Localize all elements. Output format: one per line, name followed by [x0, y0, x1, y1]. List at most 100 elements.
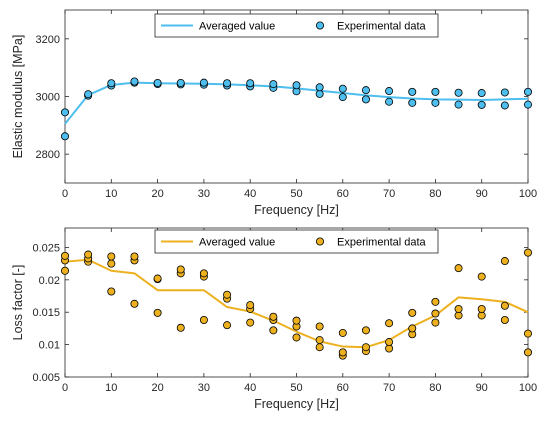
x-tick-label: 10	[105, 382, 117, 394]
x-tick-label: 50	[290, 382, 302, 394]
x-tick-label: 0	[62, 382, 68, 394]
experimental-data-point	[477, 100, 486, 109]
experimental-data-point	[153, 308, 162, 317]
y-tick-label: 0.005	[32, 372, 60, 384]
experimental-data-point	[385, 338, 394, 347]
y-axis-label: Elastic modulus [MPa]	[11, 35, 25, 159]
experimental-data-point	[431, 297, 440, 306]
experimental-data-point	[385, 97, 394, 106]
experimental-data-point	[153, 274, 162, 283]
x-tick-label: 80	[429, 188, 441, 200]
y-tick-label: 0.02	[39, 275, 60, 287]
x-tick-label: 20	[151, 188, 163, 200]
x-tick-label: 40	[244, 188, 256, 200]
experimental-data-point	[84, 250, 93, 259]
y-tick-label: 0.01	[39, 340, 60, 352]
experimental-data-point	[61, 266, 70, 275]
experimental-data-point	[385, 319, 394, 328]
legend-label-experimental: Experimental data	[337, 237, 427, 249]
experimental-data-point	[431, 318, 440, 327]
experimental-data-point	[524, 87, 533, 96]
experimental-data-point	[408, 324, 417, 333]
legend-box	[154, 229, 439, 254]
experimental-data-point	[130, 77, 139, 86]
y-tick-label: 0.025	[32, 242, 60, 254]
legend: Averaged value Experimental data	[154, 229, 439, 254]
x-tick-label: 70	[383, 382, 395, 394]
experimental-data-point	[338, 93, 347, 102]
experimental-data-point	[130, 252, 139, 261]
experimental-data-point	[176, 265, 185, 274]
y-tick-label: 2800	[36, 149, 60, 161]
x-tick-label: 10	[105, 188, 117, 200]
experimental-data-point	[454, 88, 463, 97]
y-tick-label: 3200	[36, 34, 60, 46]
experimental-data-point	[269, 312, 278, 321]
x-tick-label: 100	[519, 382, 537, 394]
experimental-data-point	[315, 89, 324, 98]
experimental-data-point	[408, 87, 417, 96]
experimental-data-point	[61, 251, 70, 260]
experimental-data-point	[269, 80, 278, 89]
legend-label-experimental: Experimental data	[337, 21, 427, 33]
experimental-data-point	[223, 321, 232, 330]
experimental-data-point	[338, 328, 347, 337]
legend-marker-swatch	[315, 237, 324, 246]
legend: Averaged value Experimental data	[154, 13, 439, 38]
experimental-data-point	[107, 287, 116, 296]
experimental-data-point	[61, 108, 70, 117]
x-tick-label: 0	[62, 188, 68, 200]
experimental-data-point	[292, 333, 301, 342]
x-tick-label: 80	[429, 382, 441, 394]
y-tick-label: 0.015	[32, 307, 60, 319]
legend-marker-swatch	[315, 21, 324, 30]
experimental-data-point	[361, 343, 370, 352]
experimental-data-point	[223, 290, 232, 299]
experimental-data-point	[361, 86, 370, 95]
experimental-data-point	[431, 309, 440, 318]
experimental-data-point	[524, 329, 533, 338]
legend-box	[154, 13, 439, 38]
experimental-data-point	[107, 259, 116, 268]
x-tick-label: 20	[151, 382, 163, 394]
experimental-data-point	[524, 248, 533, 257]
experimental-data-point	[385, 87, 394, 96]
experimental-data-point	[61, 132, 70, 141]
x-axis-label: Frequency [Hz]	[254, 397, 339, 411]
experimental-data-point	[315, 322, 324, 331]
x-tick-label: 90	[476, 188, 488, 200]
experimental-data-point	[454, 304, 463, 313]
elastic-modulus-chart: 0 10 20 30 40 50 60 70 80 90 100 2800 3000 3200 Freque…	[11, 9, 537, 217]
experimental-data-point	[107, 79, 116, 88]
experimental-data-point	[246, 318, 255, 327]
experimental-data-point	[524, 100, 533, 109]
experimental-data-point	[338, 84, 347, 93]
experimental-data-point	[199, 78, 208, 87]
experimental-data-point	[223, 79, 232, 88]
legend-label-averaged: Averaged value	[199, 21, 275, 33]
experimental-data-point	[500, 257, 509, 266]
x-tick-label: 50	[290, 188, 302, 200]
experimental-data-point	[361, 326, 370, 335]
experimental-data-point	[269, 326, 278, 335]
experimental-data-point	[500, 315, 509, 324]
experimental-data-point	[408, 308, 417, 317]
experimental-data-point	[500, 101, 509, 110]
experimental-data-point	[454, 264, 463, 273]
experimental-data-point	[199, 315, 208, 324]
experimental-data-point	[315, 83, 324, 92]
experimental-data-point	[524, 348, 533, 357]
x-axis-label: Frequency [Hz]	[254, 203, 339, 217]
x-tick-label: 100	[519, 188, 537, 200]
x-tick-label: 30	[198, 188, 210, 200]
experimental-data-point	[338, 348, 347, 357]
y-axis-label: Loss factor [-]	[11, 265, 25, 341]
experimental-data-point	[246, 301, 255, 310]
x-tick-label: 40	[244, 382, 256, 394]
y-tick-label: 3000	[36, 92, 60, 104]
experimental-data-point	[130, 299, 139, 308]
experimental-data-point	[84, 90, 93, 99]
averaged-value-line	[64, 258, 529, 349]
experimental-data-point	[292, 81, 301, 90]
